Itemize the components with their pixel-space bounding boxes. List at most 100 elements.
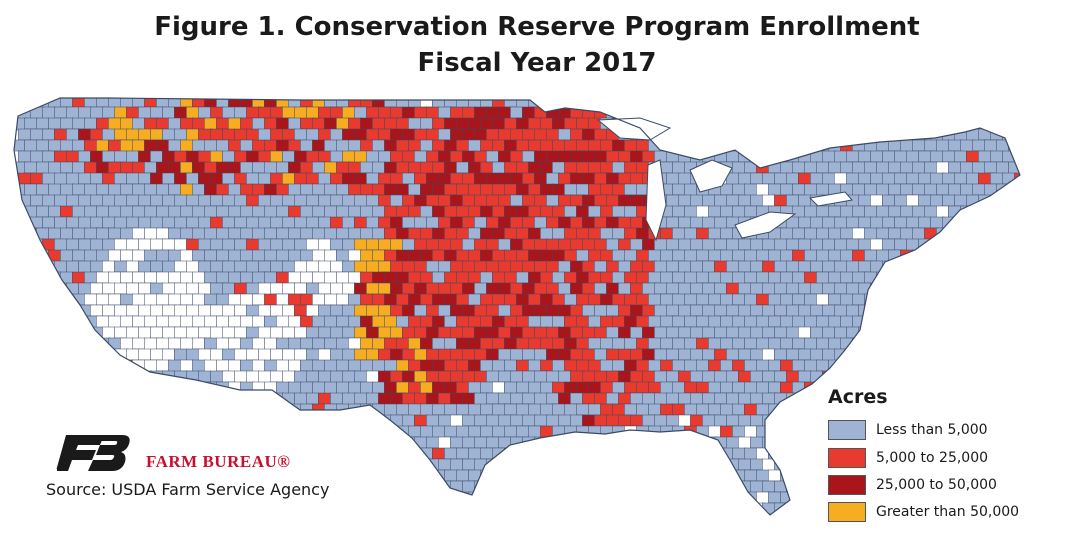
county (864, 161, 877, 175)
county (894, 326, 908, 340)
county (1020, 426, 1033, 438)
county (30, 502, 44, 515)
county (48, 403, 62, 417)
county (516, 381, 530, 394)
county (528, 183, 541, 196)
county (234, 414, 249, 428)
county (708, 469, 723, 483)
county (300, 425, 313, 438)
county (174, 326, 188, 339)
county (318, 414, 333, 428)
county (378, 525, 391, 533)
county (420, 315, 434, 329)
county (240, 425, 254, 439)
county (498, 260, 512, 274)
county (498, 525, 512, 533)
county (990, 392, 1004, 405)
county (828, 337, 842, 351)
county (438, 370, 451, 384)
county (582, 216, 595, 229)
county (456, 139, 470, 152)
county (936, 359, 949, 372)
county (270, 106, 284, 119)
county (90, 128, 103, 141)
county (30, 414, 45, 427)
county (804, 425, 819, 439)
county (1026, 481, 1040, 492)
county (798, 458, 813, 472)
county (432, 425, 445, 439)
county (486, 480, 501, 493)
county (14, 249, 27, 263)
county (408, 469, 422, 482)
county (312, 227, 326, 241)
county (768, 491, 781, 504)
county (480, 447, 494, 460)
county (786, 480, 799, 494)
county (348, 425, 361, 438)
county (360, 425, 375, 438)
county (450, 106, 464, 120)
county (636, 513, 649, 515)
county (402, 502, 415, 515)
county (450, 414, 464, 428)
county (750, 194, 764, 207)
county (504, 271, 518, 285)
county (468, 359, 481, 373)
county (318, 502, 331, 515)
county (756, 469, 770, 482)
county (90, 260, 104, 273)
county (612, 205, 626, 218)
county (726, 392, 739, 406)
county (828, 249, 842, 262)
county (876, 337, 890, 351)
county (60, 227, 73, 241)
county (870, 304, 883, 317)
county (114, 502, 127, 515)
county (192, 315, 206, 328)
county (624, 447, 639, 460)
county (336, 381, 350, 395)
county (936, 183, 950, 196)
county (534, 348, 548, 362)
county (510, 216, 523, 229)
county (384, 491, 397, 504)
county (348, 315, 361, 329)
county (612, 293, 625, 307)
county (870, 282, 883, 295)
county (924, 359, 939, 372)
county (228, 337, 242, 350)
county (648, 249, 661, 263)
county (78, 326, 91, 339)
county (630, 458, 643, 472)
county (984, 315, 998, 329)
county (54, 370, 69, 384)
county (372, 491, 385, 504)
county (810, 106, 825, 119)
county (924, 403, 938, 416)
county (726, 106, 740, 120)
county (756, 359, 770, 372)
county (588, 271, 601, 285)
county (900, 98, 913, 108)
county (702, 216, 716, 230)
county (672, 98, 685, 109)
county (798, 348, 812, 361)
county (762, 436, 776, 449)
county (546, 194, 559, 207)
county (522, 502, 537, 515)
county (204, 139, 217, 153)
county (690, 458, 704, 471)
county (612, 403, 625, 417)
county (420, 271, 433, 284)
county (462, 238, 476, 252)
county (762, 194, 776, 207)
county (588, 425, 602, 438)
county (210, 194, 224, 207)
county (402, 348, 416, 361)
county (696, 403, 710, 416)
county (72, 271, 86, 285)
county (954, 150, 967, 163)
county (948, 337, 963, 351)
county (744, 205, 757, 218)
